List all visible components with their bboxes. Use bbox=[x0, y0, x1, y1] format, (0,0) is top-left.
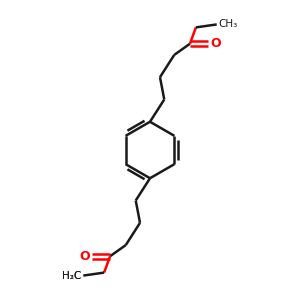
Text: H₃C: H₃C bbox=[62, 271, 82, 281]
Text: O: O bbox=[79, 250, 90, 263]
Text: H₂C: H₂C bbox=[62, 271, 82, 281]
Text: CH₃: CH₃ bbox=[218, 19, 238, 29]
Text: O: O bbox=[210, 37, 221, 50]
